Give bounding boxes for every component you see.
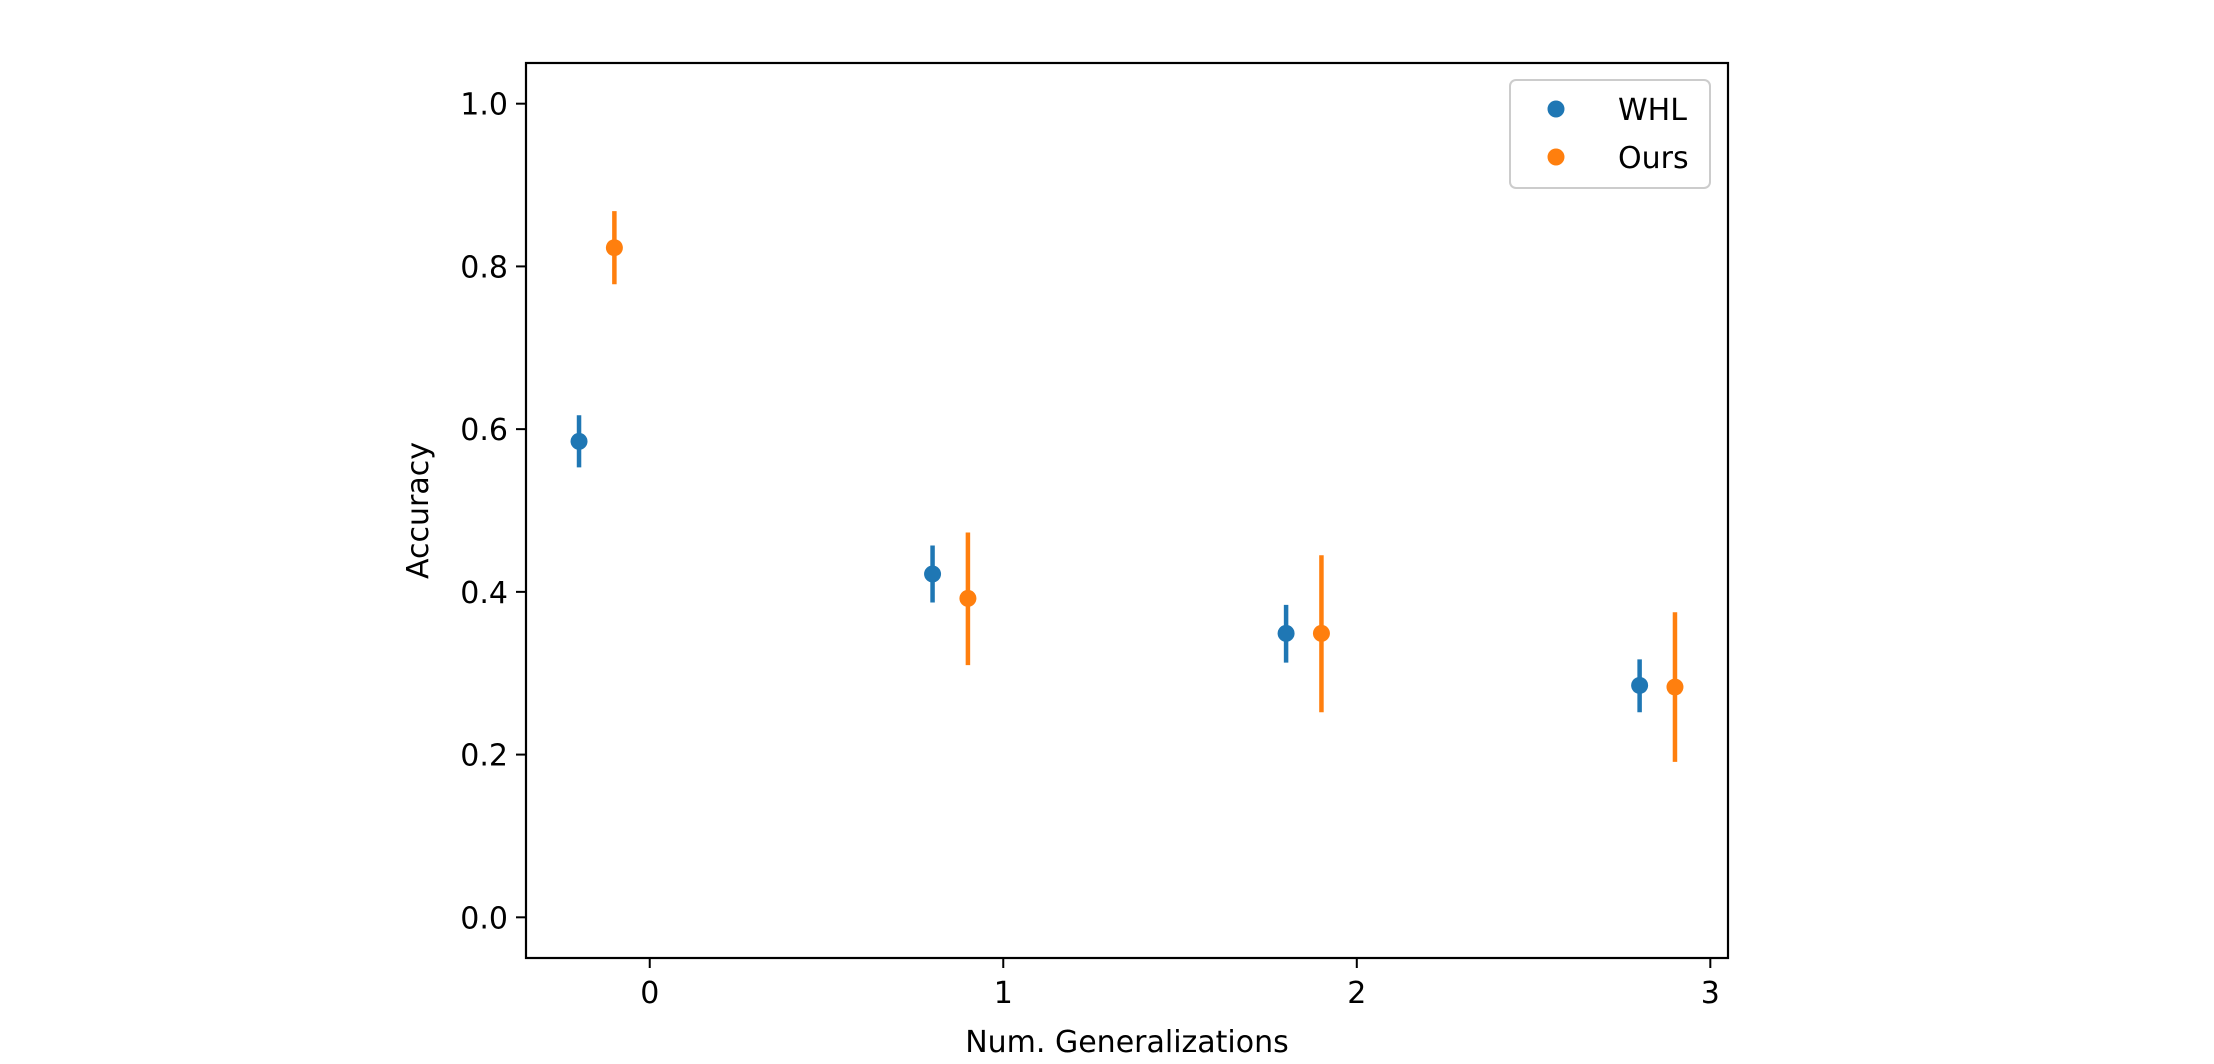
y-tick-label: 0.0 xyxy=(460,901,508,936)
y-tick-label: 0.6 xyxy=(460,413,508,448)
plot-marks xyxy=(570,211,1684,762)
x-tick-label: 1 xyxy=(994,976,1013,1011)
legend: WHL Ours xyxy=(1509,79,1711,189)
legend-label: WHL xyxy=(1618,93,1687,128)
legend-marker xyxy=(1547,100,1565,118)
plot-frame xyxy=(524,61,1730,960)
y-axis-label: Accuracy xyxy=(401,442,436,579)
data-point-ours xyxy=(605,239,623,257)
x-tick-label: 3 xyxy=(1701,976,1720,1011)
y-tick-label: 1.0 xyxy=(460,88,508,123)
y-tick-label: 0.2 xyxy=(460,739,508,774)
legend-label: Ours xyxy=(1618,141,1689,176)
data-point-whl xyxy=(1631,676,1649,694)
data-point-whl xyxy=(570,432,588,450)
x-axis-label: Num. Generalizations xyxy=(965,1025,1289,1060)
x-tick-label: 0 xyxy=(640,976,659,1011)
axes: 0 1 2 3 0.0 0.2 0.4 0.6 0.8 1.0 Num. Generalizatio… xyxy=(401,61,1730,1060)
y-tick-label: 0.4 xyxy=(460,576,508,611)
data-point-whl xyxy=(924,565,942,583)
data-point-whl xyxy=(1277,624,1295,642)
legend-marker xyxy=(1547,148,1565,166)
data-point-ours xyxy=(1312,624,1330,642)
data-point-ours xyxy=(959,589,977,607)
x-tick-label: 2 xyxy=(1347,976,1366,1011)
data-point-ours xyxy=(1666,678,1684,696)
y-tick-label: 0.8 xyxy=(460,250,508,285)
